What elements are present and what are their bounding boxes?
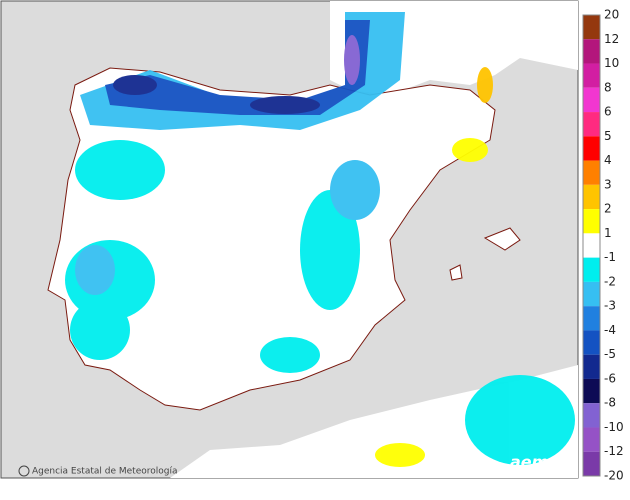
legend-swatch bbox=[583, 378, 600, 404]
legend-swatch bbox=[583, 427, 600, 452]
legend-label: -1 bbox=[604, 250, 616, 264]
logo: aemet bbox=[510, 453, 568, 472]
legend-label: 8 bbox=[604, 80, 612, 94]
legend-swatch bbox=[583, 15, 600, 40]
legend-label: -5 bbox=[604, 347, 616, 361]
legend-label: 6 bbox=[604, 105, 612, 119]
legend-label: 4 bbox=[604, 153, 612, 167]
legend: 20 12 10 8 6 5 4 3 2 1 -1 -2 -3 -4 -5 -6 -8 -10 -12 -20 bbox=[582, 8, 624, 483]
legend-swatch bbox=[583, 354, 600, 379]
legend-label: 1 bbox=[604, 226, 612, 240]
credit-icon bbox=[18, 465, 30, 477]
legend-swatch bbox=[583, 63, 600, 88]
legend-swatch bbox=[583, 403, 600, 428]
legend-swatch bbox=[583, 160, 600, 185]
legend-label: -8 bbox=[604, 396, 616, 410]
legend-swatch bbox=[583, 451, 600, 476]
legend-border bbox=[582, 14, 601, 477]
legend-swatch bbox=[583, 209, 600, 234]
legend-label: 2 bbox=[604, 202, 612, 216]
legend-swatch bbox=[583, 257, 600, 282]
legend-swatch bbox=[583, 233, 600, 258]
legend-label: 5 bbox=[604, 129, 612, 143]
legend-label: -2 bbox=[604, 274, 616, 288]
legend-swatch bbox=[583, 281, 600, 307]
legend-swatch bbox=[583, 136, 600, 161]
legend-label: -4 bbox=[604, 323, 616, 337]
legend-swatch bbox=[583, 330, 600, 355]
legend-swatch bbox=[583, 39, 600, 64]
island bbox=[449, 264, 463, 281]
legend-swatch bbox=[583, 112, 600, 137]
island bbox=[483, 227, 521, 251]
legend-label: 20 bbox=[604, 8, 619, 22]
legend-label: -6 bbox=[604, 371, 616, 385]
credit: Agencia Estatal de Meteorología bbox=[32, 467, 178, 477]
legend-swatch bbox=[583, 87, 600, 113]
legend-swatch bbox=[583, 184, 600, 210]
legend-label: 3 bbox=[604, 177, 612, 191]
legend-label: 10 bbox=[604, 56, 619, 70]
legend-label: -20 bbox=[604, 469, 624, 483]
legend-label: 12 bbox=[604, 32, 619, 46]
legend-label: -10 bbox=[604, 420, 624, 434]
anomaly-patches bbox=[65, 12, 575, 467]
legend-swatch bbox=[583, 306, 600, 331]
legend-label: -12 bbox=[604, 444, 624, 458]
legend-label: -3 bbox=[604, 299, 616, 313]
